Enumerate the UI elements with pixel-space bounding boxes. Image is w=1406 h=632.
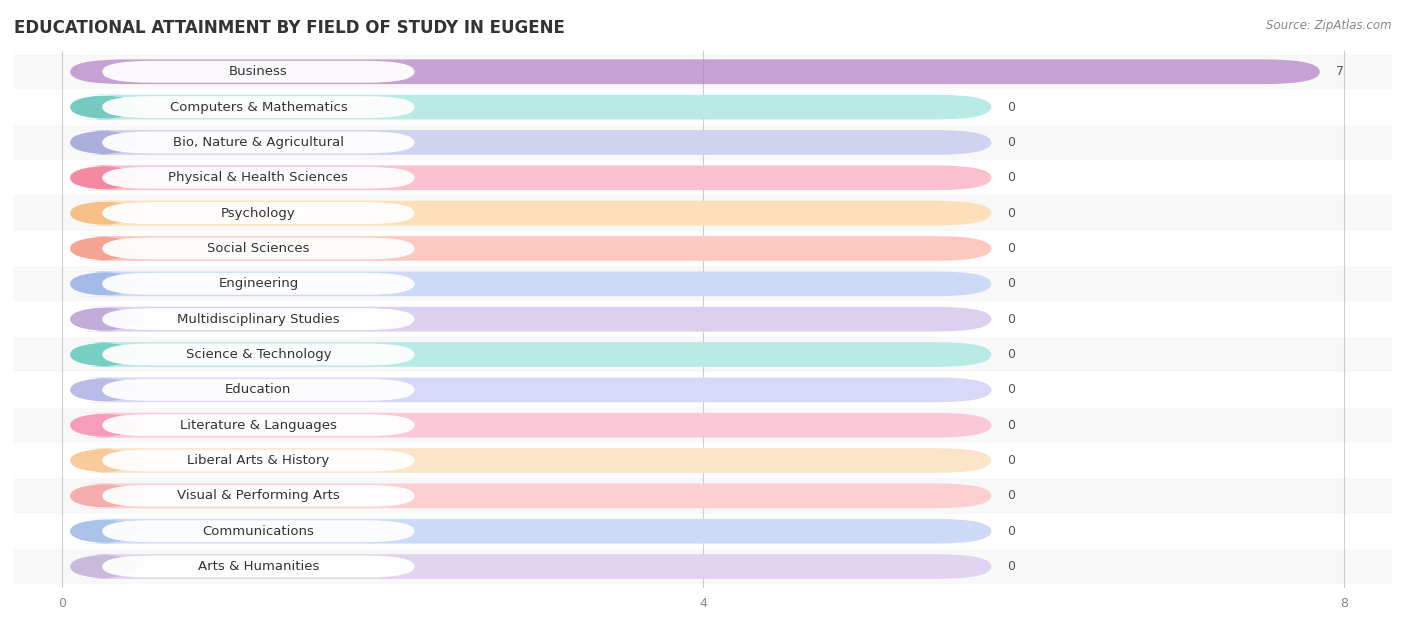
FancyBboxPatch shape bbox=[103, 414, 415, 436]
Text: 0: 0 bbox=[1008, 560, 1015, 573]
Text: 0: 0 bbox=[1008, 277, 1015, 290]
FancyBboxPatch shape bbox=[103, 202, 415, 224]
FancyBboxPatch shape bbox=[70, 519, 138, 544]
FancyBboxPatch shape bbox=[70, 95, 991, 119]
FancyBboxPatch shape bbox=[14, 514, 1392, 549]
FancyBboxPatch shape bbox=[70, 272, 991, 296]
FancyBboxPatch shape bbox=[70, 519, 991, 544]
Text: Bio, Nature & Agricultural: Bio, Nature & Agricultural bbox=[173, 136, 344, 149]
Text: Visual & Performing Arts: Visual & Performing Arts bbox=[177, 489, 340, 502]
FancyBboxPatch shape bbox=[103, 167, 415, 189]
FancyBboxPatch shape bbox=[14, 90, 1392, 125]
FancyBboxPatch shape bbox=[14, 478, 1392, 514]
FancyBboxPatch shape bbox=[103, 379, 415, 401]
Text: 0: 0 bbox=[1008, 100, 1015, 114]
Text: 0: 0 bbox=[1008, 454, 1015, 467]
FancyBboxPatch shape bbox=[14, 125, 1392, 160]
FancyBboxPatch shape bbox=[70, 307, 991, 332]
Text: 0: 0 bbox=[1008, 207, 1015, 220]
FancyBboxPatch shape bbox=[70, 59, 1320, 84]
Text: 0: 0 bbox=[1008, 348, 1015, 361]
FancyBboxPatch shape bbox=[14, 337, 1392, 372]
Text: Physical & Health Sciences: Physical & Health Sciences bbox=[169, 171, 349, 185]
FancyBboxPatch shape bbox=[14, 231, 1392, 266]
Text: Education: Education bbox=[225, 384, 291, 396]
FancyBboxPatch shape bbox=[70, 377, 138, 402]
FancyBboxPatch shape bbox=[103, 520, 415, 542]
FancyBboxPatch shape bbox=[70, 201, 138, 226]
FancyBboxPatch shape bbox=[70, 377, 991, 402]
FancyBboxPatch shape bbox=[70, 166, 991, 190]
FancyBboxPatch shape bbox=[70, 342, 138, 367]
Text: Source: ZipAtlas.com: Source: ZipAtlas.com bbox=[1267, 19, 1392, 32]
FancyBboxPatch shape bbox=[103, 449, 415, 471]
FancyBboxPatch shape bbox=[14, 266, 1392, 301]
Text: 0: 0 bbox=[1008, 171, 1015, 185]
FancyBboxPatch shape bbox=[70, 342, 991, 367]
FancyBboxPatch shape bbox=[70, 483, 991, 508]
FancyBboxPatch shape bbox=[70, 166, 138, 190]
FancyBboxPatch shape bbox=[70, 201, 991, 226]
FancyBboxPatch shape bbox=[103, 131, 415, 154]
FancyBboxPatch shape bbox=[70, 413, 991, 437]
Text: Business: Business bbox=[229, 65, 288, 78]
FancyBboxPatch shape bbox=[70, 95, 138, 119]
FancyBboxPatch shape bbox=[70, 448, 991, 473]
FancyBboxPatch shape bbox=[70, 483, 138, 508]
Text: 0: 0 bbox=[1008, 313, 1015, 325]
FancyBboxPatch shape bbox=[14, 408, 1392, 443]
FancyBboxPatch shape bbox=[103, 61, 415, 83]
Text: 0: 0 bbox=[1008, 384, 1015, 396]
FancyBboxPatch shape bbox=[103, 273, 415, 295]
Text: Science & Technology: Science & Technology bbox=[186, 348, 332, 361]
Text: Arts & Humanities: Arts & Humanities bbox=[198, 560, 319, 573]
Text: Literature & Languages: Literature & Languages bbox=[180, 418, 337, 432]
FancyBboxPatch shape bbox=[70, 236, 138, 261]
Text: Psychology: Psychology bbox=[221, 207, 295, 220]
Text: Engineering: Engineering bbox=[218, 277, 298, 290]
FancyBboxPatch shape bbox=[103, 308, 415, 330]
FancyBboxPatch shape bbox=[14, 443, 1392, 478]
FancyBboxPatch shape bbox=[70, 130, 138, 155]
Text: EDUCATIONAL ATTAINMENT BY FIELD OF STUDY IN EUGENE: EDUCATIONAL ATTAINMENT BY FIELD OF STUDY… bbox=[14, 19, 565, 37]
FancyBboxPatch shape bbox=[103, 344, 415, 365]
Text: 0: 0 bbox=[1008, 418, 1015, 432]
Text: 0: 0 bbox=[1008, 136, 1015, 149]
FancyBboxPatch shape bbox=[70, 554, 991, 579]
FancyBboxPatch shape bbox=[70, 554, 138, 579]
Text: Social Sciences: Social Sciences bbox=[207, 242, 309, 255]
FancyBboxPatch shape bbox=[70, 448, 138, 473]
FancyBboxPatch shape bbox=[70, 236, 991, 261]
FancyBboxPatch shape bbox=[103, 238, 415, 259]
FancyBboxPatch shape bbox=[14, 160, 1392, 195]
Text: Communications: Communications bbox=[202, 525, 315, 538]
Text: Computers & Mathematics: Computers & Mathematics bbox=[170, 100, 347, 114]
FancyBboxPatch shape bbox=[14, 195, 1392, 231]
FancyBboxPatch shape bbox=[103, 485, 415, 507]
FancyBboxPatch shape bbox=[70, 307, 138, 332]
Text: 0: 0 bbox=[1008, 242, 1015, 255]
Text: 0: 0 bbox=[1008, 489, 1015, 502]
FancyBboxPatch shape bbox=[14, 54, 1392, 90]
Text: 7: 7 bbox=[1336, 65, 1344, 78]
FancyBboxPatch shape bbox=[70, 413, 138, 437]
FancyBboxPatch shape bbox=[70, 130, 991, 155]
FancyBboxPatch shape bbox=[14, 549, 1392, 584]
Text: Liberal Arts & History: Liberal Arts & History bbox=[187, 454, 329, 467]
Text: Multidisciplinary Studies: Multidisciplinary Studies bbox=[177, 313, 340, 325]
Text: 0: 0 bbox=[1008, 525, 1015, 538]
FancyBboxPatch shape bbox=[103, 556, 415, 578]
FancyBboxPatch shape bbox=[14, 372, 1392, 408]
FancyBboxPatch shape bbox=[14, 301, 1392, 337]
FancyBboxPatch shape bbox=[70, 272, 138, 296]
FancyBboxPatch shape bbox=[103, 96, 415, 118]
